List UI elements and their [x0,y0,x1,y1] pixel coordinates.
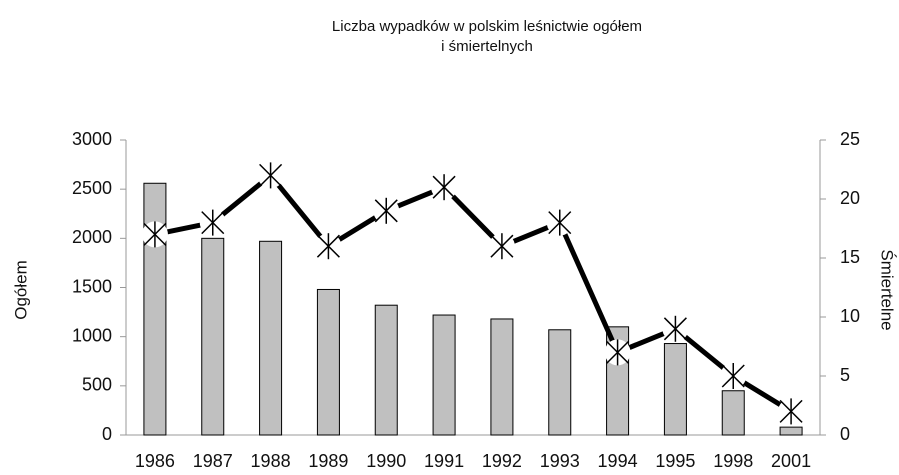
line [154,172,793,414]
y-tick-label: 2500 [72,178,112,198]
bar [316,288,340,436]
y2-tick-label: 20 [840,188,860,208]
x-tick-label: 1995 [655,451,695,471]
x-tick-label: 1998 [713,451,753,471]
y2-tick-label: 10 [840,306,860,326]
x-tick-label: 1989 [308,451,348,471]
x-tick-label: 1992 [482,451,522,471]
bar [374,304,398,436]
bar [259,240,283,436]
chart-title: i śmiertelnych [441,38,533,55]
x-tick-label: 1986 [135,451,175,471]
marker [199,209,226,236]
bar [432,314,456,436]
marker [604,339,631,366]
y2-tick-label: 0 [840,424,850,444]
y2-tick-label: 15 [840,247,860,267]
x-tick-label: 1988 [251,451,291,471]
marker [662,315,689,342]
marker [488,233,515,260]
bar [201,237,225,436]
x-tick-label: 1991 [424,451,464,471]
x-tick-label: 2001 [771,451,811,471]
marker [257,162,284,189]
bar [721,390,745,436]
marker [778,398,805,425]
y-tick-label: 2000 [72,227,112,247]
marker [373,197,400,224]
marker [431,174,458,201]
bar [490,318,514,436]
y2-tick-label: 25 [840,129,860,149]
x-tick-label: 1990 [366,451,406,471]
y-tick-label: 500 [82,375,112,395]
y-axis-label: Ogółem [11,260,30,320]
x-tick-label: 1994 [598,451,638,471]
bar [663,343,687,436]
marker [141,221,168,248]
y-tick-label: 1000 [72,325,112,345]
y2-tick-label: 5 [840,365,850,385]
marker [720,363,747,389]
x-tick-label: 1993 [540,451,580,471]
x-tick-label: 1987 [193,451,233,471]
bar [548,329,572,436]
bar [779,426,803,436]
y2-axis-label: Śmiertelne [878,249,897,330]
y-tick-label: 0 [102,424,112,444]
chart-title: Liczba wypadków w polskim leśnictwie ogó… [332,18,642,35]
marker [315,233,342,260]
bar [143,182,167,436]
y-tick-label: 3000 [72,129,112,149]
y-tick-label: 1500 [72,276,112,296]
marker [546,209,573,236]
